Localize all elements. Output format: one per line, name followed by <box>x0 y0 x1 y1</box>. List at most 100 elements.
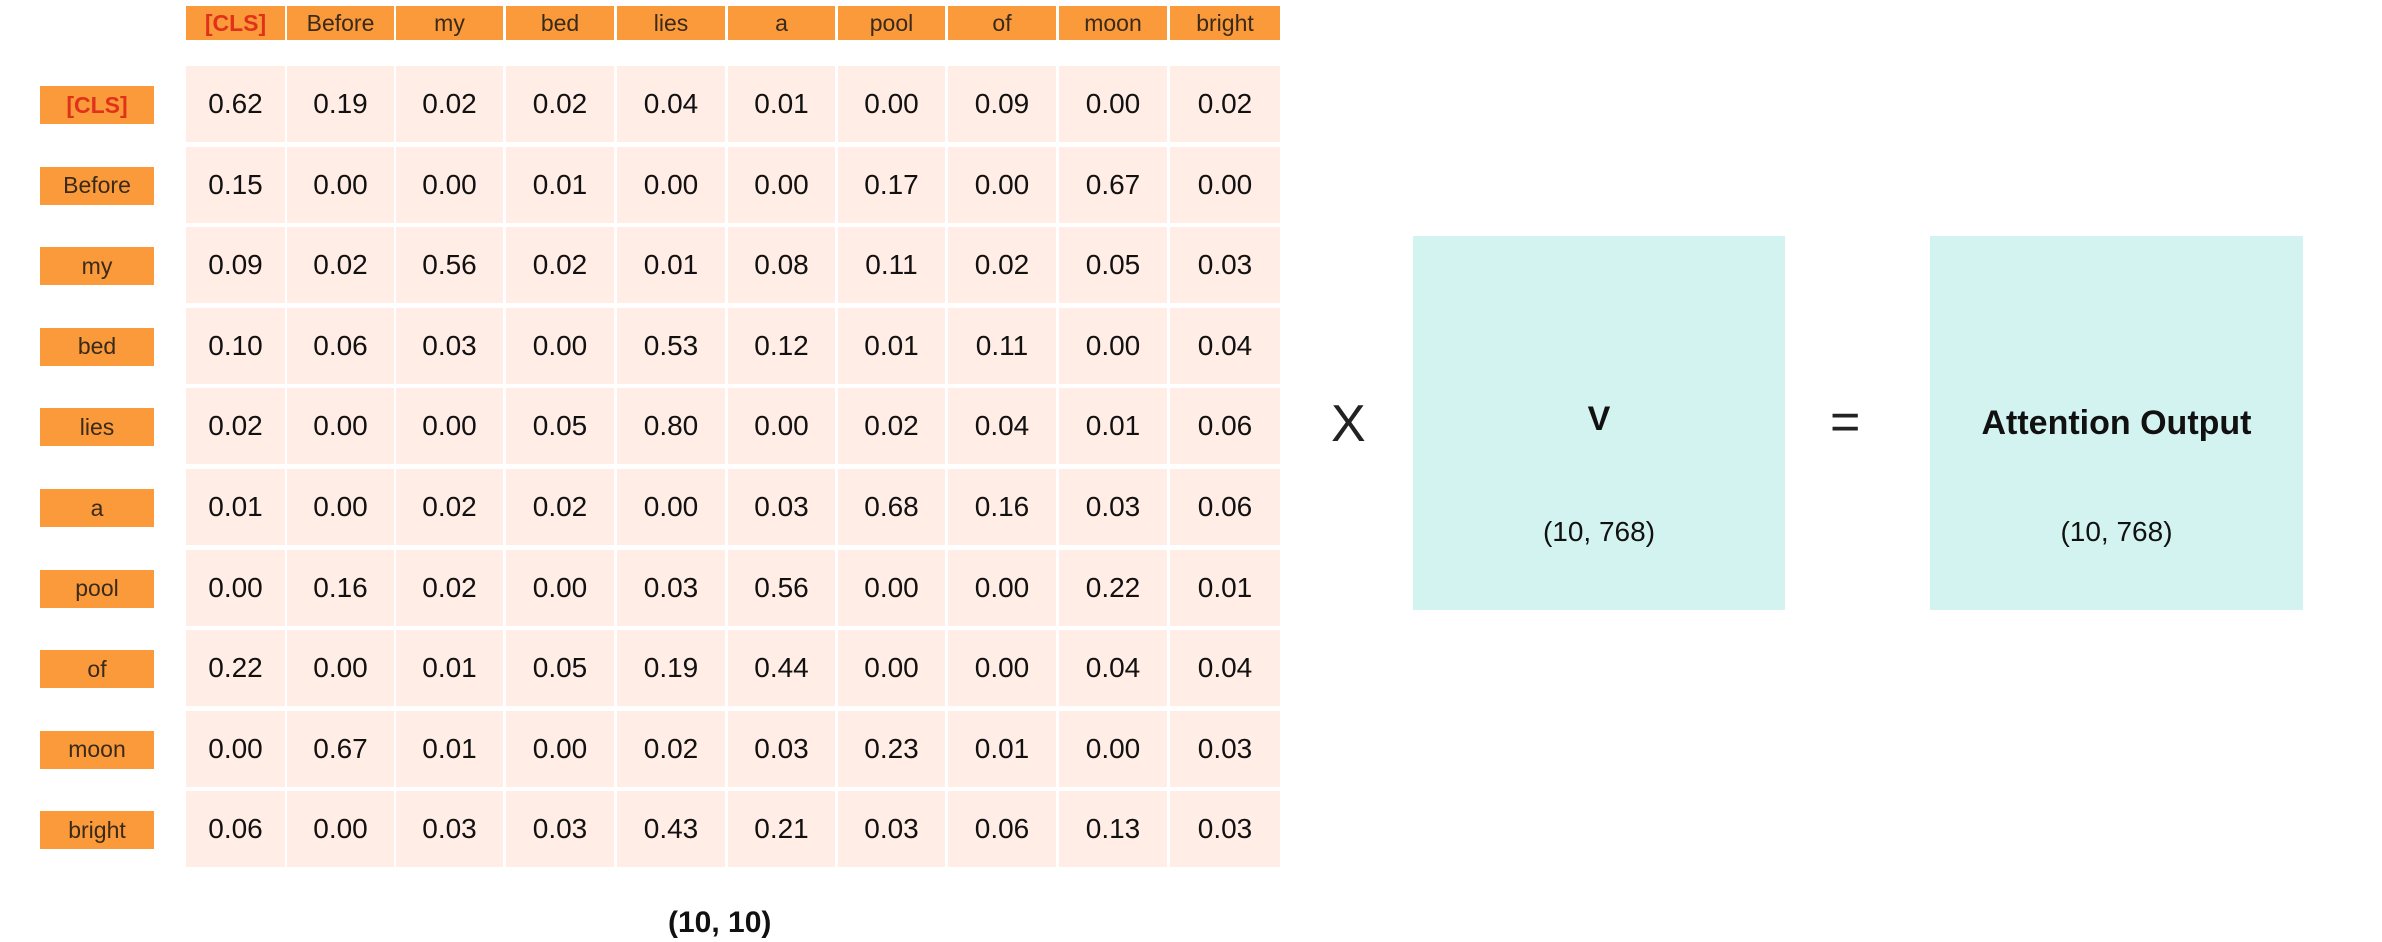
attention-cell: 0.02 <box>506 227 614 304</box>
equals-operator: = <box>1830 393 1861 451</box>
output-matrix-shape: (10, 768) <box>2060 516 2173 547</box>
row-header: my <box>40 247 154 286</box>
attention-cell: 0.03 <box>728 710 835 787</box>
attention-cell: 0.06 <box>1170 388 1280 465</box>
attention-cell: 0.00 <box>948 549 1056 626</box>
column-header: a <box>728 6 835 40</box>
attention-cell: 0.67 <box>287 710 394 787</box>
column-header: pool <box>838 6 945 40</box>
attention-cell: 0.11 <box>838 227 945 304</box>
attention-cell: 0.05 <box>506 388 614 465</box>
attention-cell: 0.11 <box>948 307 1056 384</box>
attention-cell: 0.02 <box>186 388 285 465</box>
row-header: of <box>40 650 154 689</box>
attention-cell: 0.00 <box>1059 710 1167 787</box>
attention-cell: 0.00 <box>1170 146 1280 223</box>
row-header: bright <box>40 811 154 850</box>
attention-cell: 0.00 <box>506 549 614 626</box>
attention-cell: 0.03 <box>838 791 945 868</box>
attention-cell: 0.02 <box>506 469 614 545</box>
row-header: a <box>40 489 154 527</box>
attention-cell: 0.00 <box>617 146 725 223</box>
attention-cell: 0.00 <box>838 549 945 626</box>
attention-cell: 0.01 <box>948 710 1056 787</box>
attention-cell: 0.22 <box>186 630 285 707</box>
attention-cell: 0.00 <box>948 146 1056 223</box>
attention-cell: 0.19 <box>287 66 394 142</box>
attention-cell: 0.68 <box>838 469 945 545</box>
attention-cell: 0.03 <box>1170 710 1280 787</box>
attention-cell: 0.03 <box>1059 469 1167 545</box>
attention-cell: 0.02 <box>396 549 503 626</box>
attention-cell: 0.09 <box>948 66 1056 142</box>
column-header: bed <box>506 6 614 40</box>
attention-cell: 0.00 <box>186 549 285 626</box>
column-header: of <box>948 6 1056 40</box>
v-matrix-box: V (10, 768) <box>1413 236 1785 610</box>
attention-cell: 0.21 <box>728 791 835 868</box>
attention-cell: 0.03 <box>396 307 503 384</box>
row-header: moon <box>40 730 154 769</box>
attention-cell: 0.06 <box>186 791 285 868</box>
attention-cell: 0.00 <box>838 66 945 142</box>
attention-cell: 0.12 <box>728 307 835 384</box>
attention-cell: 0.08 <box>728 227 835 304</box>
attention-cell: 0.00 <box>1059 307 1167 384</box>
attention-cell: 0.01 <box>728 66 835 142</box>
column-header: my <box>396 6 503 40</box>
attention-cell: 0.62 <box>186 66 285 142</box>
attention-shape-label: (10, 10) <box>668 906 772 939</box>
attention-cell: 0.02 <box>287 227 394 304</box>
attention-cell: 0.00 <box>287 388 394 465</box>
attention-cell: 0.02 <box>396 469 503 545</box>
attention-cell: 0.56 <box>396 227 503 304</box>
column-header: moon <box>1059 6 1167 40</box>
attention-cell: 0.43 <box>617 791 725 868</box>
attention-cell: 0.00 <box>728 146 835 223</box>
attention-cell: 0.23 <box>838 710 945 787</box>
attention-cell: 0.01 <box>617 227 725 304</box>
attention-cell: 0.22 <box>1059 549 1167 626</box>
row-header: pool <box>40 569 154 608</box>
attention-cell: 0.00 <box>506 307 614 384</box>
attention-cell: 0.03 <box>396 791 503 868</box>
attention-cell: 0.19 <box>617 630 725 707</box>
attention-cell: 0.00 <box>186 710 285 787</box>
column-header: bright <box>1170 6 1280 40</box>
attention-cell: 0.05 <box>506 630 614 707</box>
attention-cell: 0.10 <box>186 307 285 384</box>
attention-cell: 0.06 <box>1170 469 1280 545</box>
attention-cell: 0.02 <box>838 388 945 465</box>
attention-cell: 0.44 <box>728 630 835 707</box>
attention-cell: 0.01 <box>396 630 503 707</box>
attention-cell: 0.04 <box>1170 630 1280 707</box>
attention-cell: 0.03 <box>728 469 835 545</box>
attention-cell: 0.00 <box>287 146 394 223</box>
attention-cell: 0.00 <box>1059 66 1167 142</box>
attention-cell: 0.04 <box>1059 630 1167 707</box>
attention-cell: 0.04 <box>617 66 725 142</box>
attention-cell: 0.01 <box>838 307 945 384</box>
attention-cell: 0.06 <box>287 307 394 384</box>
attention-cell: 0.04 <box>1170 307 1280 384</box>
attention-cell: 0.00 <box>838 630 945 707</box>
row-header: bed <box>40 327 154 366</box>
attention-cell: 0.80 <box>617 388 725 465</box>
row-header: lies <box>40 408 154 447</box>
attention-cell: 0.67 <box>1059 146 1167 223</box>
attention-cell: 0.01 <box>1170 549 1280 626</box>
column-header: [CLS] <box>186 6 285 40</box>
attention-cell: 0.53 <box>617 307 725 384</box>
attention-cell: 0.02 <box>617 710 725 787</box>
attention-cell: 0.16 <box>948 469 1056 545</box>
attention-cell: 0.15 <box>186 146 285 223</box>
attention-cell: 0.01 <box>1059 388 1167 465</box>
attention-cell: 0.03 <box>1170 227 1280 304</box>
attention-cell: 0.06 <box>948 791 1056 868</box>
attention-cell: 0.00 <box>287 630 394 707</box>
attention-cell: 0.01 <box>506 146 614 223</box>
attention-cell: 0.00 <box>287 791 394 868</box>
attention-cell: 0.02 <box>1170 66 1280 142</box>
column-header: lies <box>617 6 725 40</box>
attention-cell: 0.01 <box>396 710 503 787</box>
